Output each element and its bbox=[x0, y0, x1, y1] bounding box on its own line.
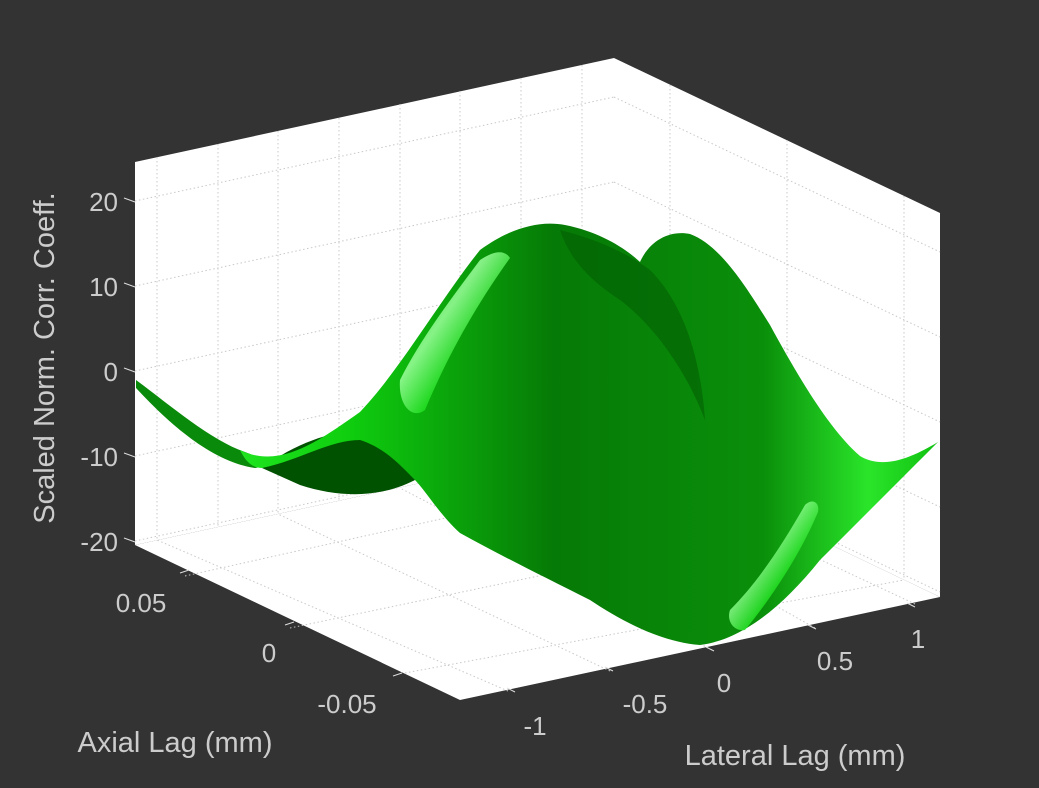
z-axis-label: Scaled Norm. Corr. Coeff. bbox=[29, 192, 61, 523]
x-tick-label: 0.5 bbox=[817, 646, 853, 676]
z-tick-label: -20 bbox=[80, 527, 118, 557]
x-axis-ticks: -1 -0.5 0 0.5 1 bbox=[523, 624, 925, 741]
surface-main-sheet bbox=[240, 223, 938, 645]
z-tick-label: 20 bbox=[89, 187, 118, 217]
x-tick-label: -0.5 bbox=[623, 689, 668, 719]
x-axis-label: Lateral Lag (mm) bbox=[685, 740, 906, 772]
tick-marks bbox=[123, 197, 916, 693]
surface-left-edge bbox=[136, 380, 263, 468]
x-tick-label: 1 bbox=[911, 624, 925, 654]
surface-saddle-shade bbox=[560, 230, 705, 420]
z-tick-label: -10 bbox=[80, 442, 118, 472]
y-tick-label: -0.05 bbox=[317, 689, 376, 719]
surface-highlight-upper bbox=[399, 252, 510, 414]
x-tick-label: -1 bbox=[523, 711, 546, 741]
y-tick-label: 0 bbox=[262, 638, 276, 668]
surface-highlight-lower bbox=[729, 501, 819, 631]
x-tick-label: 0 bbox=[717, 668, 731, 698]
y-tick-label: 0.05 bbox=[116, 588, 167, 618]
z-tick-label: 10 bbox=[89, 272, 118, 302]
surface bbox=[136, 223, 938, 645]
z-axis-ticks: 20 10 0 -10 -20 bbox=[80, 187, 118, 557]
y-axis-ticks: 0.05 0 -0.05 bbox=[116, 588, 377, 719]
y-axis-label: Axial Lag (mm) bbox=[78, 727, 273, 759]
z-tick-label: 0 bbox=[104, 357, 118, 387]
